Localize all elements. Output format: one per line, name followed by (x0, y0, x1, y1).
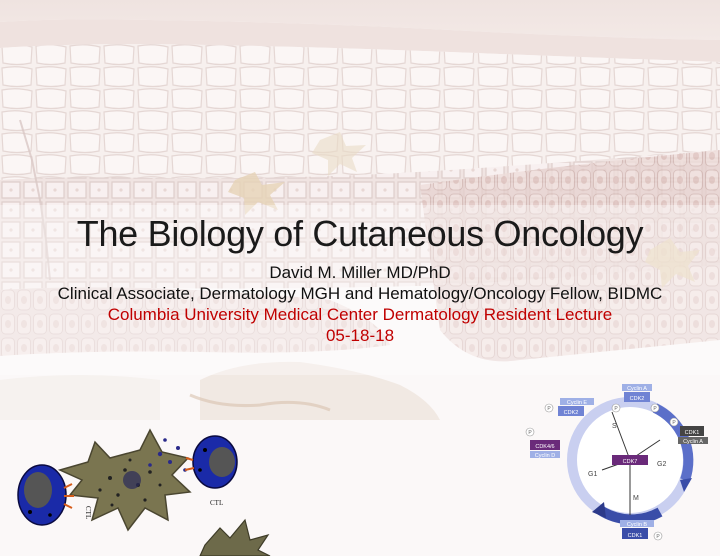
presenter-name: David M. Miller MD/PhD (0, 262, 720, 283)
cyclin-a-cdk1-label: Cyclin A (683, 439, 703, 445)
cdk2-a-label: CDK2 (630, 396, 645, 402)
phase-m-label: M (633, 495, 639, 502)
cdk2-e-label: CDK2 (564, 410, 579, 416)
cdk1-b-label: CDK1 (628, 533, 643, 539)
cyclin-e-label: Cyclin E (567, 400, 588, 406)
cyclin-b-label: Cyclin B (627, 522, 648, 528)
cdk1-a-label: CDK1 (685, 430, 700, 436)
cyclin-d-label: Cyclin D (535, 453, 556, 459)
ctl-label: CTL (210, 499, 223, 507)
event-date: 05-18-18 (0, 325, 720, 346)
phase-g1-label: G1 (588, 471, 597, 478)
phase-s-label: S (612, 423, 617, 430)
slide-title: The Biology of Cutaneous Oncology (0, 212, 720, 256)
cdk7-label: CDK7 (623, 459, 638, 465)
event-name: Columbia University Medical Center Derma… (0, 304, 720, 325)
cdk46-label: CDK4/6 (535, 444, 554, 450)
cyclin-a-label: Cyclin A (627, 386, 647, 392)
phase-g2-label: G2 (657, 461, 666, 468)
title-block: The Biology of Cutaneous Oncology David … (0, 212, 720, 346)
ctl-label-rotated: CTL (84, 506, 92, 519)
presenter-affiliation: Clinical Associate, Dermatology MGH and … (0, 283, 720, 304)
